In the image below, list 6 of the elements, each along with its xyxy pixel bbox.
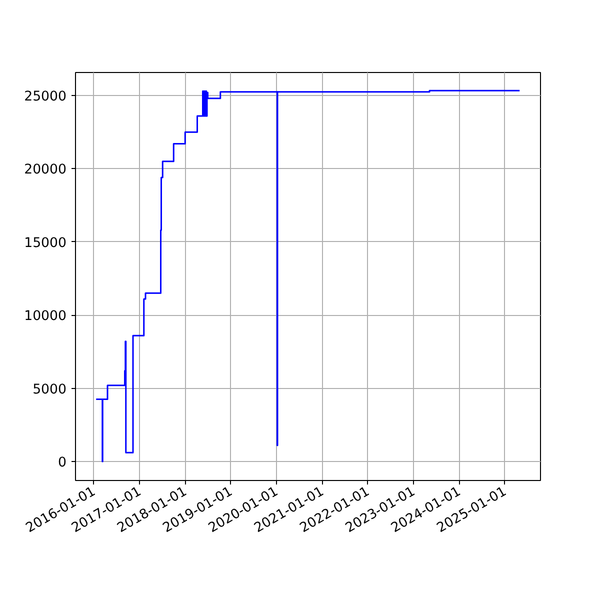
y-tick-label: 5000: [32, 382, 67, 398]
y-tick-label: 20000: [24, 162, 67, 178]
y-tick-label: 10000: [24, 309, 67, 324]
y-tick-label: 25000: [24, 89, 67, 104]
y-tick-label: 15000: [24, 236, 67, 251]
y-tick-label: 0: [58, 455, 67, 470]
